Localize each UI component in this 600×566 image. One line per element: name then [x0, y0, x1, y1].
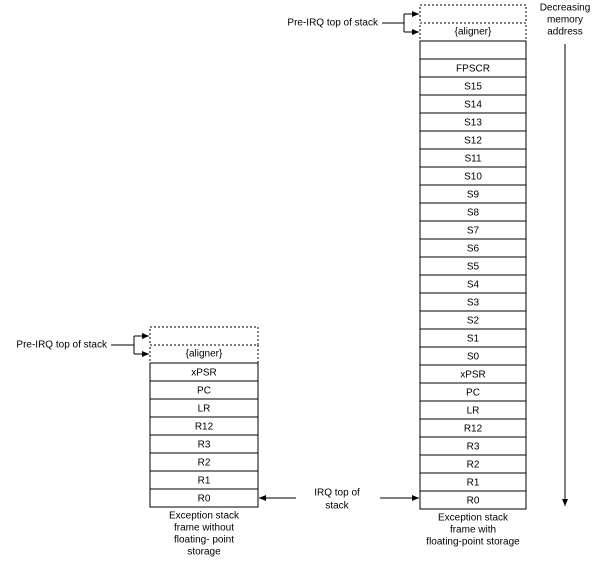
- caption: Exception stack: [438, 513, 509, 524]
- register-label: xPSR: [460, 370, 486, 381]
- register-label: S7: [467, 226, 480, 237]
- register-slot: [419, 490, 527, 510]
- register-label: R3: [198, 440, 211, 451]
- register-label: S13: [464, 118, 482, 129]
- register-label: S4: [467, 280, 480, 291]
- register-label: R0: [198, 494, 211, 505]
- register-label: R2: [467, 460, 480, 471]
- register-label: R0: [467, 496, 480, 507]
- pre-irq-label: Pre-IRQ top of stack: [16, 340, 108, 351]
- caption: storage: [187, 547, 221, 558]
- register-label: S15: [464, 82, 482, 93]
- irq-label: IRQ top of: [314, 488, 360, 499]
- register-label: S10: [464, 172, 482, 183]
- irq-label: stack: [325, 501, 349, 512]
- direction-label: Decreasing: [540, 3, 591, 14]
- register-label: FPSCR: [456, 64, 490, 75]
- blank-slot: [419, 40, 527, 60]
- register-label: R1: [198, 476, 211, 487]
- register-label: S3: [467, 298, 480, 309]
- register-label: R12: [195, 422, 214, 433]
- register-label: PC: [466, 388, 480, 399]
- caption: floating-point storage: [426, 537, 520, 548]
- register-label: R3: [467, 442, 480, 453]
- pre-irq-label: Pre-IRQ top of stack: [287, 18, 379, 29]
- register-label: R1: [467, 478, 480, 489]
- register-label: S1: [467, 334, 480, 345]
- register-label: S14: [464, 100, 482, 111]
- register-label: R12: [464, 424, 483, 435]
- register-label: xPSR: [191, 368, 217, 379]
- direction-label: address: [547, 27, 583, 38]
- caption: Exception stack: [169, 511, 240, 522]
- register-label: S8: [467, 208, 480, 219]
- register-label: S2: [467, 316, 480, 327]
- dashed-slot: [419, 4, 527, 24]
- register-label: LR: [467, 406, 480, 417]
- direction-label: memory: [547, 15, 583, 26]
- aligner-label: {aligner}: [186, 349, 223, 360]
- register-label: R2: [198, 458, 211, 469]
- register-label: PC: [197, 386, 211, 397]
- register-label: S5: [467, 262, 480, 273]
- register-label: S9: [467, 190, 480, 201]
- aligner-label: {aligner}: [455, 27, 492, 38]
- dashed-slot: [149, 326, 259, 346]
- caption: frame with: [450, 525, 496, 536]
- register-slot: [149, 488, 259, 508]
- register-label: S12: [464, 136, 482, 147]
- caption: frame without: [174, 523, 234, 534]
- caption: floating- point: [174, 535, 234, 546]
- register-label: LR: [198, 404, 211, 415]
- register-label: S6: [467, 244, 480, 255]
- register-label: S11: [464, 154, 481, 165]
- register-label: S0: [467, 352, 480, 363]
